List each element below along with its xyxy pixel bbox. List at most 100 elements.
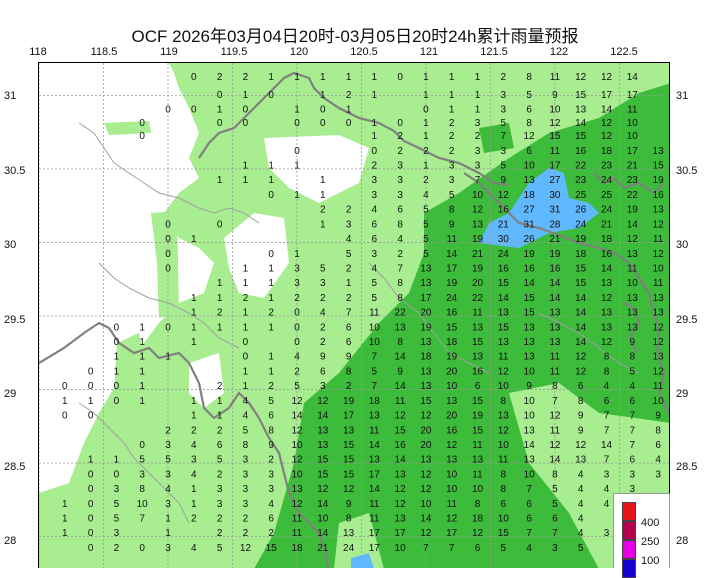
rain-value: 12 [653, 249, 665, 260]
rain-value: 2 [320, 337, 326, 348]
rain-value: 4 [655, 455, 661, 466]
rain-value: 8 [501, 484, 507, 495]
rain-value: 11 [627, 105, 638, 116]
rain-value: 0 [294, 118, 300, 129]
rain-value: 20 [420, 308, 432, 319]
rain-value: 15 [524, 293, 536, 304]
rain-value: 12 [653, 322, 665, 333]
rain-value: 14 [575, 322, 587, 333]
rain-value: 3 [320, 381, 326, 392]
rain-value: 13 [627, 308, 639, 319]
lon-tick-118: 118 [29, 46, 47, 58]
rain-value: 12 [240, 543, 252, 554]
rain-value: 9 [552, 90, 558, 101]
rain-value: 11 [550, 425, 561, 436]
rain-value: 19 [549, 249, 561, 260]
rain-value: 1 [217, 322, 223, 333]
rain-value: 3 [630, 469, 636, 480]
rain-value: 11 [550, 366, 561, 377]
rain-value: 10 [498, 381, 510, 392]
rain-value: 1 [268, 366, 274, 377]
rain-value: 1 [243, 366, 249, 377]
rain-value: 1 [139, 322, 145, 333]
rain-value: 9 [501, 175, 507, 186]
rain-value: 5 [423, 234, 429, 245]
lon-tick-121.5: 121.5 [480, 46, 508, 58]
rain-value: 5 [526, 90, 532, 101]
rain-value: 0 [88, 499, 94, 510]
rain-value: 2 [217, 528, 223, 539]
rain-value: 1 [217, 175, 223, 186]
rain-value: 2 [243, 72, 249, 83]
rain-value: 4 [604, 381, 610, 392]
rain-value: 1 [294, 161, 300, 172]
rain-value: 0 [165, 234, 171, 245]
rain-value: 10 [446, 469, 458, 480]
rain-value: 10 [420, 499, 432, 510]
rain-value: 14 [601, 264, 613, 275]
rain-value: 14 [317, 528, 329, 539]
rain-value: 27 [549, 175, 561, 186]
rain-value: 3 [372, 190, 378, 201]
rain-value: 2 [268, 528, 274, 539]
rain-value: 12 [291, 499, 303, 510]
rain-value: 13 [343, 528, 355, 539]
rain-value: 4 [243, 411, 249, 422]
rain-value: 3 [372, 249, 378, 260]
rain-value: 30 [549, 190, 561, 201]
rain-value: 2 [217, 72, 223, 83]
rain-value: 12 [498, 366, 510, 377]
rain-value: 2 [372, 161, 378, 172]
legend-label-250: 250 [641, 536, 660, 548]
rain-value: 21 [549, 234, 561, 245]
rain-value: 0 [294, 322, 300, 333]
rain-value: 15 [498, 528, 510, 539]
rain-value: 14 [369, 440, 381, 451]
rain-value: 5 [320, 264, 326, 275]
rain-value: 1 [191, 484, 197, 495]
rain-value: 4 [578, 469, 584, 480]
rain-value: 6 [630, 455, 636, 466]
rain-value: 7 [372, 381, 378, 392]
rain-value: 1 [62, 528, 68, 539]
lon-tick-122.5: 122.5 [610, 46, 638, 58]
rain-value: 7 [346, 308, 352, 319]
rain-value: 2 [294, 293, 300, 304]
rain-value: 7 [630, 440, 636, 451]
lat-tick-29.5-left: 29.5 [4, 314, 26, 326]
rain-value: 11 [369, 425, 380, 436]
rain-value: 8 [346, 366, 352, 377]
rain-value: 26 [524, 234, 536, 245]
rain-value: 3 [243, 484, 249, 495]
rain-value: 1 [139, 381, 145, 392]
rain-value: 12 [549, 411, 561, 422]
rain-value: 8 [346, 514, 352, 525]
rain-value: 12 [549, 118, 561, 129]
rain-value: 0 [88, 366, 94, 377]
rain-value: 17 [369, 543, 381, 554]
rain-value: 6 [268, 514, 274, 525]
rain-value: 10 [524, 469, 536, 480]
rain-value: 13 [601, 322, 613, 333]
rain-value: 4 [578, 528, 584, 539]
legend-swatch-blue [622, 559, 636, 578]
rain-value: 3 [114, 484, 120, 495]
rain-value: 13 [291, 484, 303, 495]
rain-value: 1 [191, 322, 197, 333]
rain-value: 13 [524, 337, 536, 348]
rain-value: 15 [446, 322, 458, 333]
rain-value: 0 [217, 118, 223, 129]
rain-value: 13 [317, 440, 329, 451]
rain-value: 12 [291, 425, 303, 436]
rain-value: 22 [395, 308, 407, 319]
rain-value: 14 [446, 249, 458, 260]
rain-value: 7 [501, 131, 507, 142]
rain-value: 2 [165, 425, 171, 436]
rain-value: 7 [552, 396, 558, 407]
rain-value: 2 [217, 469, 223, 480]
rain-value: 13 [420, 264, 432, 275]
rain-value: 13 [369, 455, 381, 466]
rain-value: 14 [627, 72, 639, 83]
rain-value: 0 [243, 352, 249, 363]
rain-value: 1 [346, 105, 352, 116]
